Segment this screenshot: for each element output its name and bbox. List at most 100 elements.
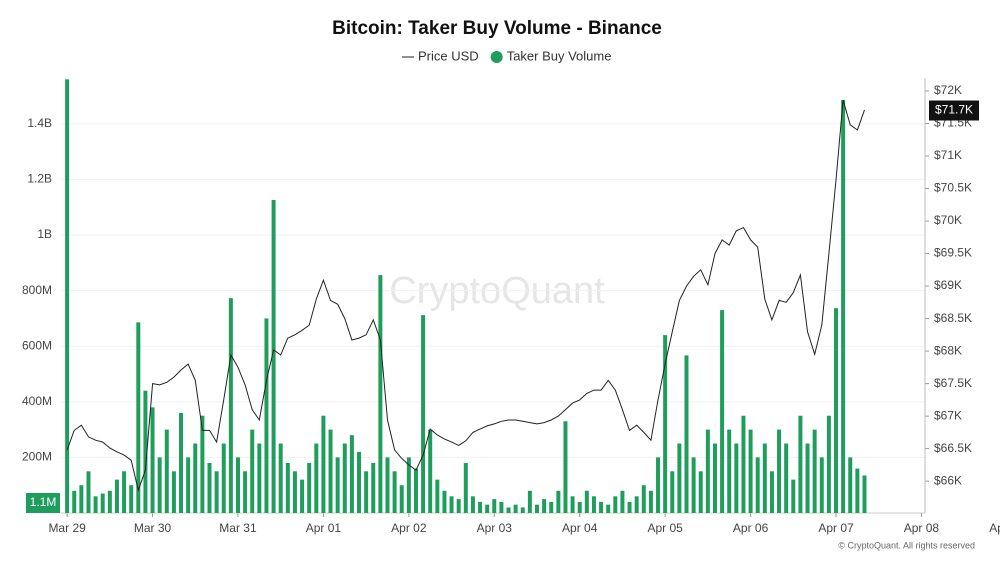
bar — [399, 485, 404, 513]
bar — [235, 457, 240, 513]
bar — [257, 443, 262, 513]
y-tick-label: 200M — [22, 450, 52, 464]
bar — [805, 443, 810, 513]
bar — [542, 499, 547, 513]
bar — [371, 462, 376, 513]
bar — [791, 479, 796, 513]
x-tick-label: Mar 29 — [48, 521, 86, 535]
y2-tick-label: $72K — [934, 83, 962, 97]
bar — [129, 485, 134, 513]
bar — [663, 335, 668, 513]
bar — [684, 355, 689, 513]
bar — [193, 443, 198, 513]
bar — [641, 485, 646, 513]
bar — [271, 200, 276, 513]
x-tick-label: Apr 02 — [391, 521, 427, 535]
bar — [478, 501, 483, 513]
bar — [834, 308, 839, 513]
bar — [250, 429, 255, 513]
bar — [221, 443, 226, 513]
bar — [627, 501, 632, 513]
bar — [79, 485, 84, 513]
bar — [677, 443, 682, 513]
bar — [570, 496, 575, 513]
bar — [606, 504, 611, 513]
bar — [463, 462, 468, 513]
y2-tick-label: $66K — [934, 473, 962, 487]
y-tick-label: 1.4B — [27, 116, 52, 130]
bar — [599, 501, 604, 513]
bar — [335, 457, 340, 513]
bar — [86, 471, 91, 513]
bar — [648, 490, 653, 513]
legend-dot — [490, 51, 503, 63]
bar — [755, 457, 760, 513]
bar — [734, 443, 739, 513]
x-tick-label: Mar 31 — [219, 521, 257, 535]
bar — [841, 99, 846, 513]
bar — [670, 471, 675, 513]
y-tick-label: 800M — [22, 283, 52, 297]
bar — [406, 457, 411, 513]
bar — [520, 507, 525, 513]
x-tick-label: Apr 06 — [733, 521, 769, 535]
bar — [378, 275, 383, 513]
y2-tick-label: $70.5K — [934, 181, 972, 195]
bar — [712, 443, 717, 513]
y-tick-label: 600M — [22, 338, 52, 352]
bar — [485, 504, 490, 513]
y2-tick-label: $68K — [934, 343, 962, 357]
copyright: © CryptoQuant. All rights reserved — [838, 540, 975, 550]
bar — [819, 457, 824, 513]
bar — [364, 471, 369, 513]
chart-title: Bitcoin: Taker Buy Volume - Binance — [332, 18, 662, 39]
x-tick-label: Apr 07 — [818, 521, 854, 535]
y2-tick-label: $67K — [934, 408, 962, 422]
bar — [385, 457, 390, 513]
bar — [812, 429, 817, 513]
last-value-box — [929, 100, 979, 121]
bar — [634, 496, 639, 513]
bar — [392, 471, 397, 513]
bar — [506, 507, 511, 513]
bar — [228, 298, 233, 513]
bar — [727, 429, 732, 513]
bar — [591, 496, 596, 513]
bar — [93, 496, 98, 513]
bar — [535, 504, 539, 513]
bar — [171, 471, 176, 513]
bar — [107, 490, 112, 513]
x-tick-label: Apr 01 — [306, 521, 342, 535]
bar — [449, 496, 454, 513]
bar — [556, 490, 561, 513]
bar — [186, 457, 191, 513]
bar — [499, 501, 504, 513]
bar — [65, 79, 70, 514]
bar — [72, 490, 77, 513]
bar — [563, 421, 568, 513]
bar — [200, 415, 205, 513]
bar — [300, 479, 305, 513]
bar — [784, 443, 789, 513]
bar — [705, 429, 710, 513]
legend-label: Price USD — [418, 48, 479, 63]
bar — [328, 429, 333, 513]
bar — [527, 490, 532, 513]
bar — [421, 315, 426, 513]
last-value-box — [26, 493, 60, 513]
bar — [214, 471, 219, 513]
bar — [264, 318, 269, 513]
bar — [492, 499, 497, 513]
x-tick-label: Apr 04 — [562, 521, 598, 535]
bar — [741, 415, 746, 513]
bar — [143, 390, 148, 513]
bar — [292, 471, 297, 513]
bar — [748, 429, 753, 513]
bar — [150, 407, 155, 513]
y2-tick-label: $70K — [934, 213, 962, 227]
bar — [456, 499, 461, 513]
last-value-label: 1.1M — [30, 495, 57, 509]
y2-tick-label: $67.5K — [934, 376, 972, 390]
y2-tick-label: $66.5K — [934, 441, 972, 455]
